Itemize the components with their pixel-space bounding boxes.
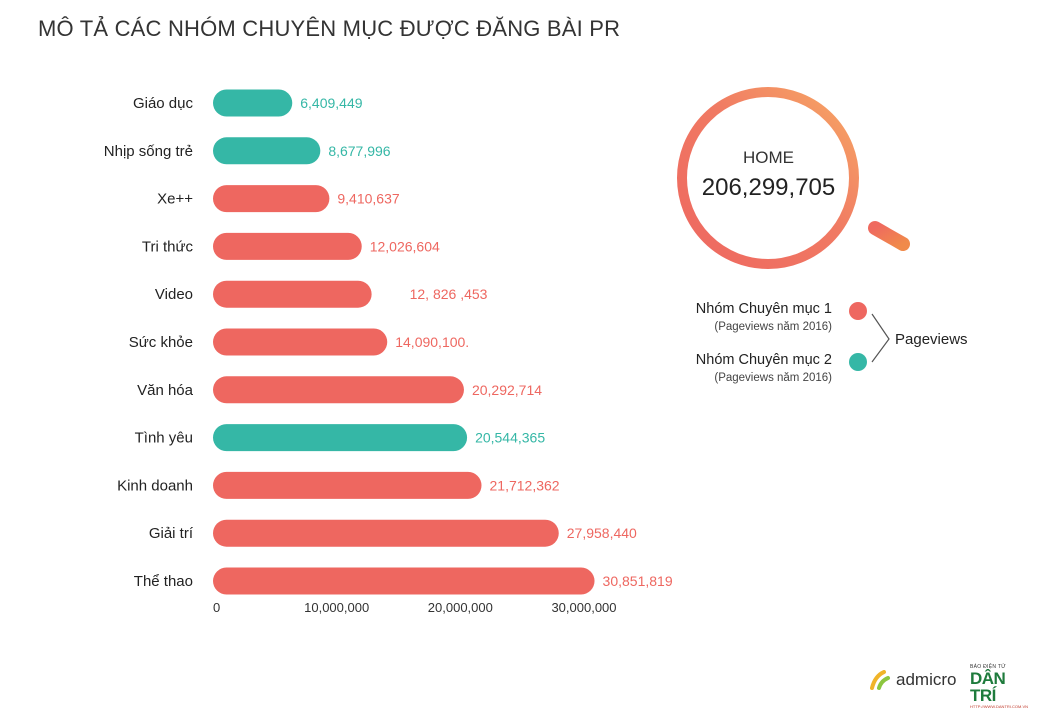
category-label: Xe++: [157, 191, 193, 208]
category-label: Giải trí: [149, 525, 194, 542]
category-label: Video: [155, 286, 193, 303]
home-summary: HOME 206,299,705: [676, 86, 861, 271]
legend-group-2-name: Nhóm Chuyên mục 2: [695, 352, 832, 368]
legend-group-label: Pageviews: [895, 331, 968, 348]
legend-dot-group-1: [849, 302, 867, 320]
category-label: Sức khỏe: [129, 334, 193, 351]
value-label: 8,677,996: [328, 143, 390, 159]
magnifier-handle: [868, 221, 910, 251]
value-label: 14,090,100.: [395, 334, 469, 350]
value-label: 12, 826 ,453: [410, 286, 488, 302]
category-label: Giáo dục: [133, 95, 194, 112]
legend-group-1-sub: (Pageviews năm 2016): [714, 321, 832, 333]
category-label: Văn hóa: [137, 382, 194, 399]
bar: [213, 89, 293, 117]
bar: [213, 424, 468, 452]
bar: [213, 519, 559, 547]
admicro-logo: admicro: [870, 670, 956, 690]
bar: [213, 280, 372, 308]
value-label: 9,410,637: [337, 191, 399, 207]
bar: [213, 137, 321, 165]
category-label: Tri thức: [142, 238, 194, 255]
bar: [213, 232, 362, 260]
value-label: 20,544,365: [475, 430, 545, 446]
value-label: 6,409,449: [300, 95, 362, 111]
home-value: 206,299,705: [701, 174, 836, 201]
value-label: 27,958,440: [567, 525, 637, 541]
value-label: 30,851,819: [603, 573, 673, 589]
home-label: HOME: [743, 148, 794, 167]
legend-group-1-name: Nhóm Chuyên mục 1: [695, 301, 832, 317]
legend-item-group-1: Nhóm Chuyên mục 1 (Pageviews năm 2016): [696, 301, 832, 333]
dantri-logo: BÁO ĐIỆN TỬ DÂN TRÍ HTTP://WWW.DANTRI.CO…: [970, 664, 1034, 709]
category-label: Tình yêu: [135, 430, 193, 447]
bar: [213, 328, 388, 356]
admicro-text: admicro: [896, 670, 957, 689]
x-tick-label: 30,000,000: [551, 600, 616, 615]
legend-bracket: [871, 313, 890, 363]
admicro-mark-icon: [870, 670, 890, 690]
x-tick-label: 20,000,000: [428, 600, 493, 615]
legend-item-group-2: Nhóm Chuyên mục 2 (Pageviews năm 2016): [696, 352, 832, 384]
category-label: Nhịp sống trẻ: [104, 143, 193, 160]
value-label: 21,712,362: [490, 477, 560, 493]
category-label: Kinh doanh: [117, 477, 193, 494]
x-tick-label: 0: [213, 600, 220, 615]
bar: [213, 471, 482, 499]
bar: [213, 185, 330, 213]
dantri-big-text: DÂN TRÍ: [970, 669, 1006, 705]
x-tick-label: 10,000,000: [304, 600, 369, 615]
category-label: Thể thao: [134, 573, 193, 590]
bar: [213, 376, 464, 404]
chart-title: MÔ TẢ CÁC NHÓM CHUYÊN MỤC ĐƯỢC ĐĂNG BÀI …: [38, 16, 621, 41]
legend-group-2-sub: (Pageviews năm 2016): [714, 372, 832, 384]
legend-dot-group-2: [849, 353, 867, 371]
bar: [213, 567, 595, 595]
value-label: 20,292,714: [472, 382, 542, 398]
dantri-small-text: BÁO ĐIỆN TỬ: [970, 664, 1006, 670]
value-label: 12,026,604: [370, 238, 440, 254]
home-ring: [677, 87, 859, 269]
